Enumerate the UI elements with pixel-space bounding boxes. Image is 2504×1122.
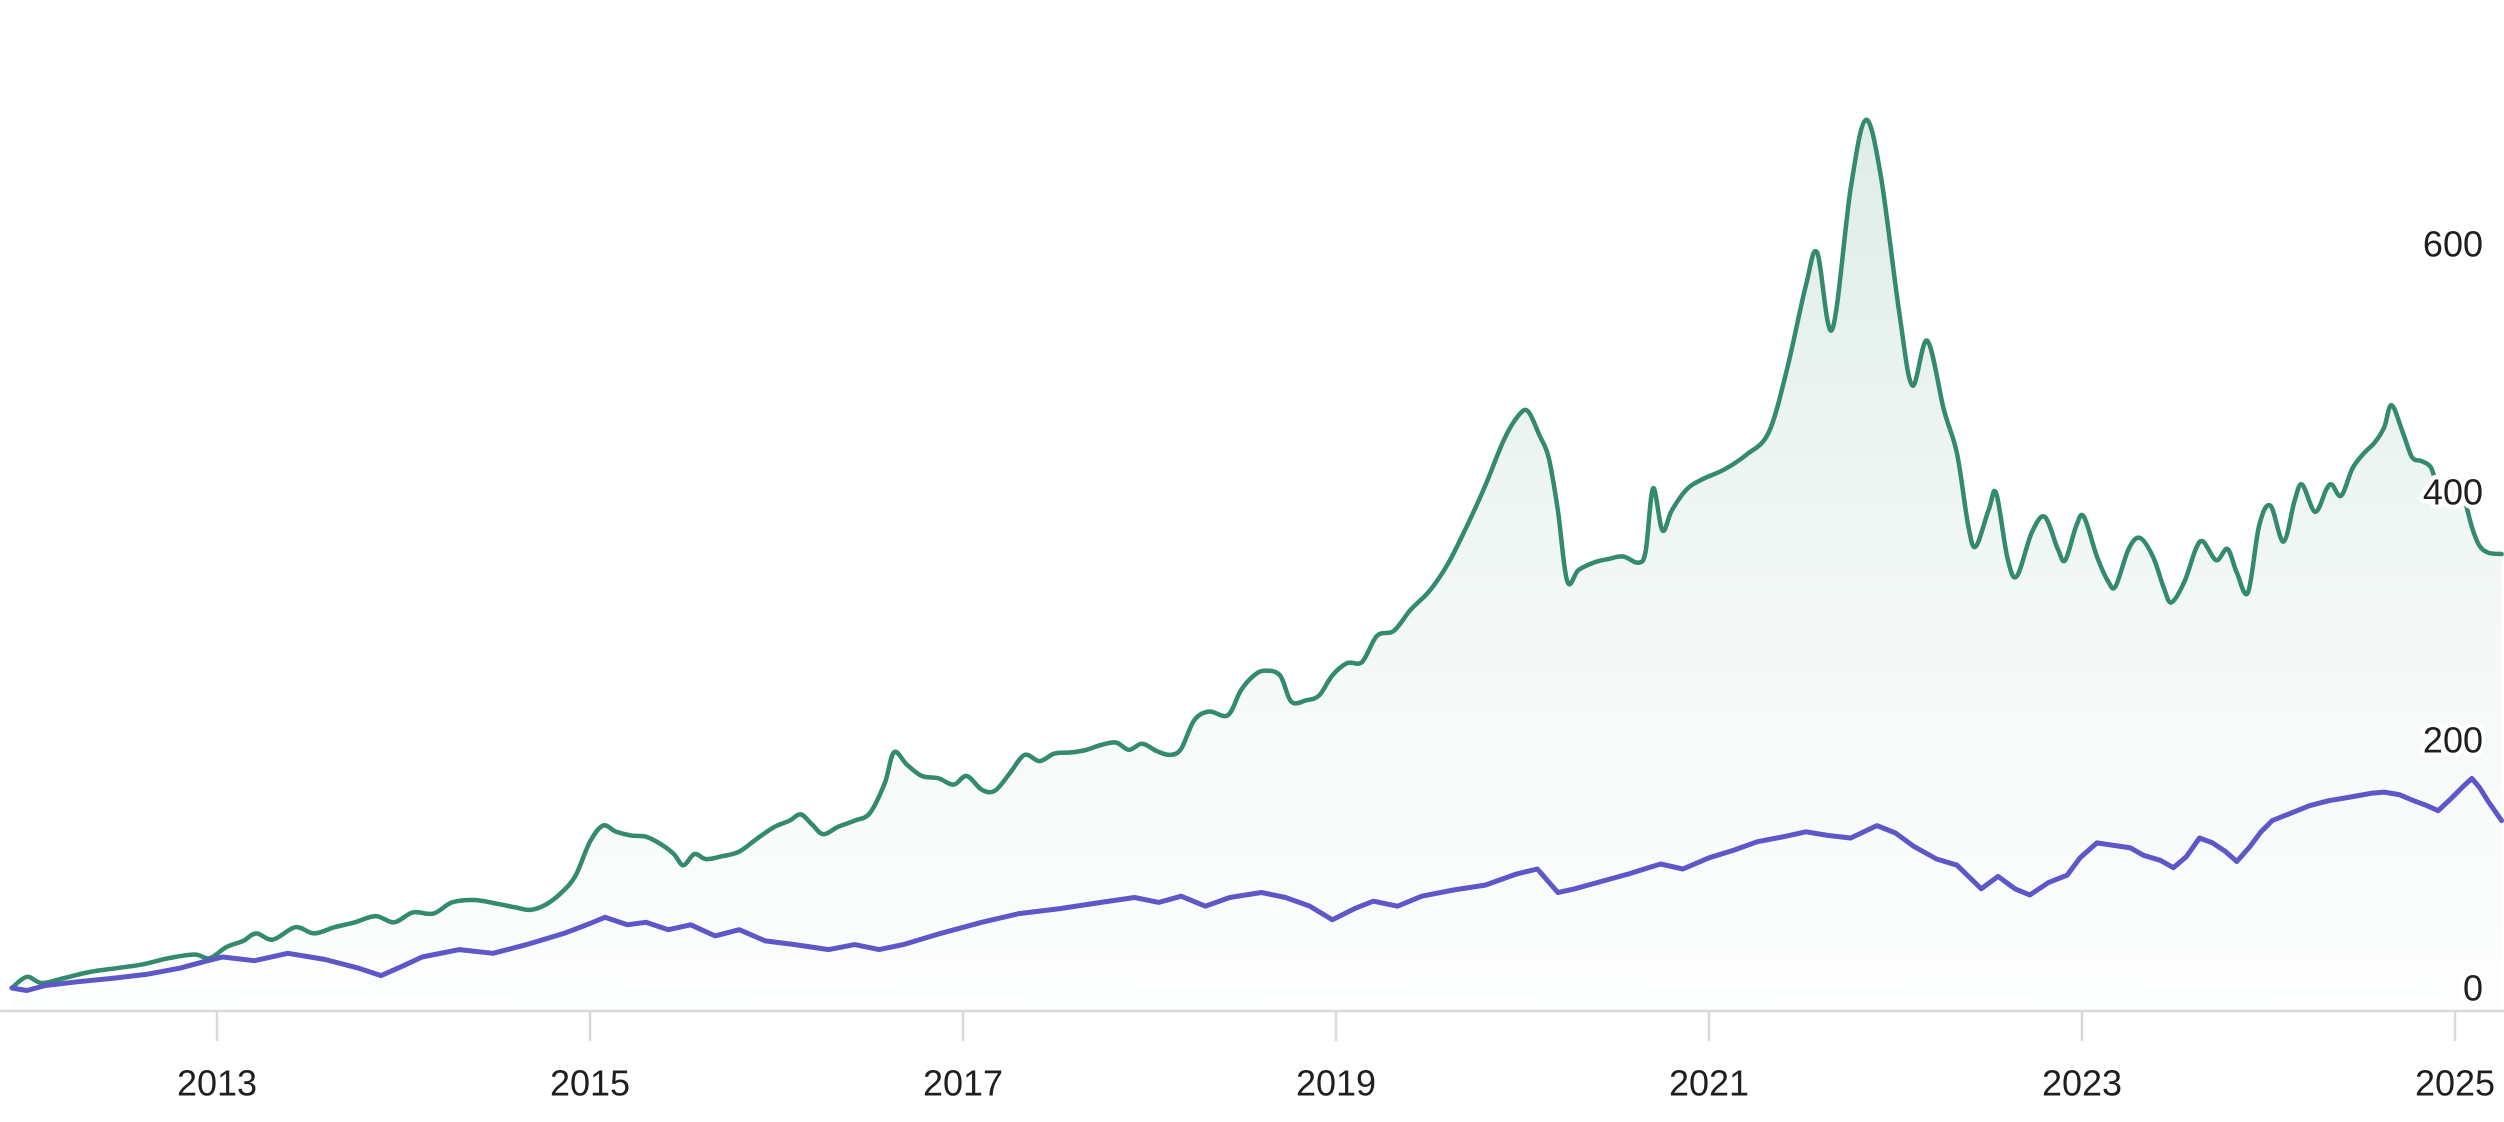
x-axis-label-2019: 2019: [1296, 1063, 1376, 1104]
x-axis-label-2015: 2015: [550, 1063, 630, 1104]
green-series-line: [9, 117, 2504, 991]
purple-series-line: [9, 775, 2504, 993]
x-axis-label-2025: 2025: [2415, 1063, 2495, 1104]
y-axis-label-600: 600: [2423, 224, 2483, 265]
y-axis-label-400: 400: [2423, 472, 2483, 513]
x-axis-label-2021: 2021: [1669, 1063, 1749, 1104]
y-axis-label-0: 0: [2463, 968, 2483, 1009]
x-axis-label-2017: 2017: [923, 1063, 1003, 1104]
y-axis-label-200: 200: [2423, 720, 2483, 761]
x-axis-label-2023: 2023: [2042, 1063, 2122, 1104]
green-series-area: [11, 119, 2502, 1011]
x-axis-label-2013: 2013: [177, 1063, 257, 1104]
